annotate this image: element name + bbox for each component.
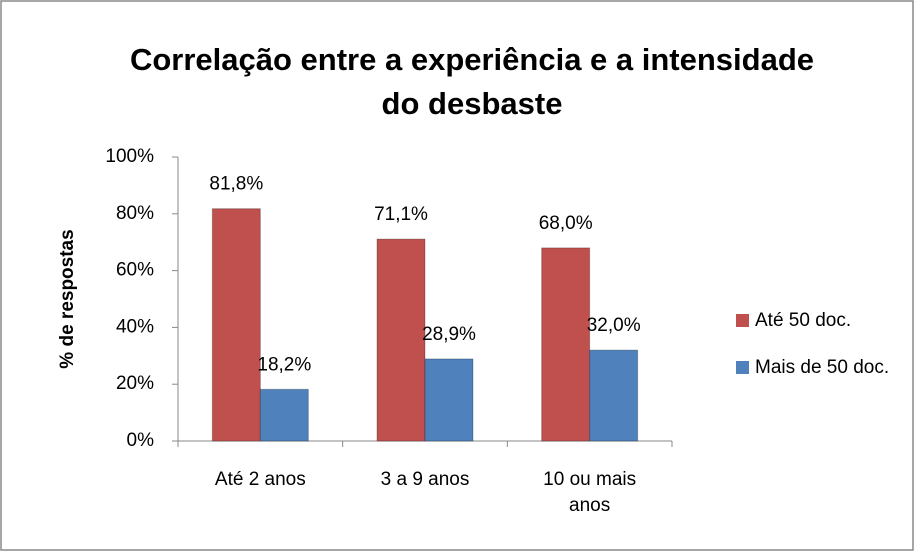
data-label: 28,9%: [422, 324, 476, 345]
legend-label: Até 50 doc.: [755, 310, 851, 331]
legend-swatch: [736, 314, 749, 327]
y-axis-label: % de respostas: [57, 229, 78, 368]
y-tick-label: 0%: [127, 430, 155, 451]
y-tick-label: 100%: [105, 146, 154, 167]
x-tick-label: Até 2 anos: [214, 469, 306, 490]
data-label: 18,2%: [257, 354, 311, 375]
legend-swatch: [736, 361, 749, 374]
legend-label: Mais de 50 doc.: [755, 357, 889, 378]
chart-title: Correlação entre a experiência e a inten…: [130, 42, 814, 77]
data-label: 68,0%: [539, 213, 593, 234]
y-tick-label: 60%: [116, 260, 154, 281]
data-label: 32,0%: [587, 315, 641, 336]
bar: [424, 358, 474, 442]
bar: [541, 247, 591, 442]
x-tick-label: 3 a 9 anos: [380, 469, 470, 490]
y-tick-label: 40%: [116, 316, 154, 337]
x-tick-label: 10 ou mais anos: [543, 469, 637, 516]
y-tick-label: 80%: [116, 203, 154, 224]
chart-title: do desbaste: [382, 86, 563, 121]
bar: [259, 388, 309, 442]
data-label: 71,1%: [374, 204, 428, 225]
bar: [376, 238, 426, 442]
bar: [211, 208, 261, 442]
data-label: 81,8%: [209, 174, 263, 195]
bar: [589, 349, 639, 442]
y-tick-label: 20%: [116, 373, 154, 394]
